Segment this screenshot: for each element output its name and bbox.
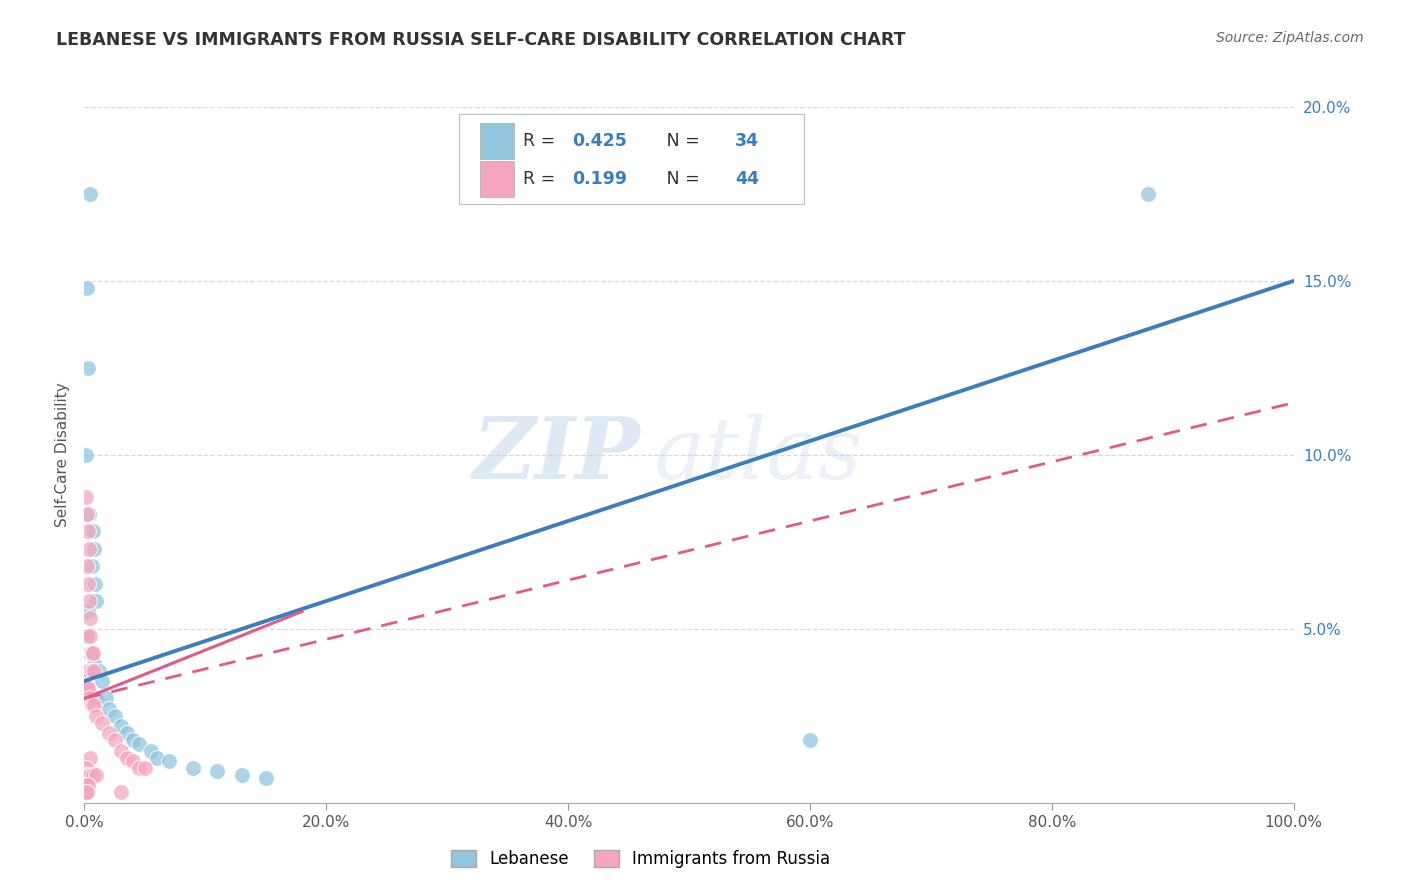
Point xyxy=(83,664,105,678)
Point xyxy=(97,702,120,716)
Point xyxy=(75,778,97,793)
Point xyxy=(82,524,104,539)
Point xyxy=(76,681,98,695)
Point xyxy=(75,761,97,775)
Point xyxy=(82,646,104,660)
Point xyxy=(115,750,138,764)
Point xyxy=(79,187,101,202)
Point xyxy=(77,691,100,706)
Point xyxy=(76,785,98,799)
Point xyxy=(110,744,132,758)
Point xyxy=(84,576,107,591)
Point xyxy=(86,691,108,706)
Text: 34: 34 xyxy=(735,132,759,150)
Point xyxy=(91,674,114,689)
Point xyxy=(799,733,821,747)
Text: ZIP: ZIP xyxy=(472,413,641,497)
Point xyxy=(76,778,98,793)
Point xyxy=(128,761,150,775)
Y-axis label: Self-Care Disability: Self-Care Disability xyxy=(55,383,70,527)
Point xyxy=(76,559,98,574)
Point xyxy=(83,541,105,556)
Point xyxy=(254,772,277,786)
Text: R =: R = xyxy=(523,132,561,150)
Point xyxy=(77,664,100,678)
Point xyxy=(76,281,98,295)
Point xyxy=(91,715,114,730)
Point xyxy=(77,576,100,591)
Point xyxy=(77,594,100,608)
Point xyxy=(80,698,103,713)
FancyBboxPatch shape xyxy=(479,123,513,159)
Point xyxy=(76,507,98,521)
Point xyxy=(75,681,97,695)
Point xyxy=(75,785,97,799)
Point xyxy=(207,764,229,779)
Point xyxy=(181,761,204,775)
FancyBboxPatch shape xyxy=(460,114,804,204)
Point xyxy=(79,768,101,782)
Point xyxy=(80,559,103,574)
Point xyxy=(86,594,108,608)
Point xyxy=(110,719,132,733)
Point xyxy=(77,768,100,782)
Point xyxy=(79,750,101,764)
Point xyxy=(128,737,150,751)
Point xyxy=(76,768,98,782)
Point xyxy=(80,646,103,660)
Point xyxy=(86,768,108,782)
Point xyxy=(104,708,127,723)
Text: N =: N = xyxy=(650,132,706,150)
Text: Source: ZipAtlas.com: Source: ZipAtlas.com xyxy=(1216,31,1364,45)
Point xyxy=(115,726,138,740)
Point xyxy=(97,726,120,740)
Point xyxy=(77,681,100,695)
Point xyxy=(77,605,100,619)
Point xyxy=(76,629,98,643)
Point xyxy=(77,507,100,521)
Point xyxy=(77,360,100,375)
Point xyxy=(1137,187,1160,202)
Point xyxy=(121,754,143,768)
Point xyxy=(231,768,253,782)
Point xyxy=(77,778,100,793)
Point xyxy=(121,733,143,747)
Point xyxy=(79,629,101,643)
Point xyxy=(79,646,101,660)
Point xyxy=(87,664,110,678)
Point xyxy=(75,785,97,799)
Point xyxy=(80,664,103,678)
Text: LEBANESE VS IMMIGRANTS FROM RUSSIA SELF-CARE DISABILITY CORRELATION CHART: LEBANESE VS IMMIGRANTS FROM RUSSIA SELF-… xyxy=(56,31,905,49)
Text: 0.425: 0.425 xyxy=(572,132,627,150)
Point xyxy=(94,691,117,706)
Point xyxy=(83,698,105,713)
Point xyxy=(76,629,98,643)
Point xyxy=(77,541,100,556)
Point xyxy=(139,744,162,758)
Text: N =: N = xyxy=(650,170,706,188)
Text: atlas: atlas xyxy=(652,414,862,496)
Point xyxy=(134,761,156,775)
Point xyxy=(79,611,101,625)
Text: R =: R = xyxy=(523,170,561,188)
Legend: Lebanese, Immigrants from Russia: Lebanese, Immigrants from Russia xyxy=(444,843,837,874)
Point xyxy=(82,768,104,782)
Point xyxy=(146,750,169,764)
Point xyxy=(77,524,100,539)
FancyBboxPatch shape xyxy=(479,161,513,197)
Text: 44: 44 xyxy=(735,170,759,188)
Point xyxy=(110,785,132,799)
Point xyxy=(75,490,97,504)
Point xyxy=(157,754,180,768)
Point xyxy=(75,448,97,462)
Text: 0.199: 0.199 xyxy=(572,170,627,188)
Point xyxy=(104,733,127,747)
Point xyxy=(86,708,108,723)
Point xyxy=(83,657,105,671)
Point xyxy=(77,664,100,678)
